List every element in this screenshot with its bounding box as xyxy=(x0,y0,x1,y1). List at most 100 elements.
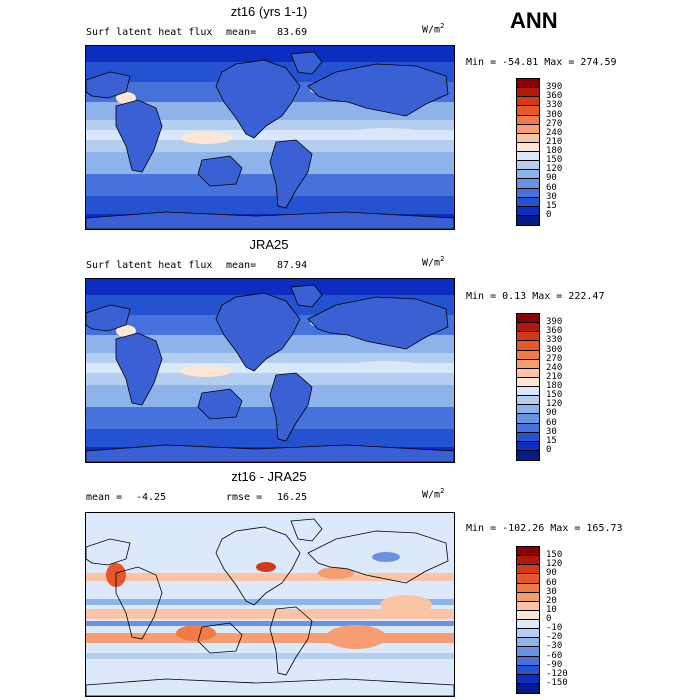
colorbar-box xyxy=(517,350,539,360)
colorbar-tick-label: 90 xyxy=(546,173,557,184)
colorbar-box xyxy=(517,423,539,433)
colorbar-box xyxy=(517,647,539,657)
panel-2-mean-label: mean= xyxy=(226,260,257,271)
colorbar-box xyxy=(517,341,539,351)
map-field-band xyxy=(86,46,454,62)
continent-south-america xyxy=(269,606,313,676)
colorbar-tick-label: -120 xyxy=(546,668,568,679)
colorbar-box xyxy=(517,97,539,107)
panel-1-map-svg xyxy=(86,46,454,229)
colorbar-tick-label: 150 xyxy=(546,550,563,561)
colorbar-box xyxy=(517,665,539,675)
panel-2-units: W/m2 xyxy=(422,255,445,269)
map-anomaly-blob xyxy=(176,625,216,641)
panel-1-map xyxy=(85,45,455,230)
colorbar-box xyxy=(517,620,539,630)
colorbar-tick-label: 15 xyxy=(546,200,557,211)
map-flux-blob xyxy=(180,132,232,144)
panel-2-variable: Surf latent heat flux xyxy=(86,260,213,271)
colorbar-box xyxy=(517,377,539,387)
colorbar-tick-label: 15 xyxy=(546,435,557,446)
map-field-band xyxy=(86,599,454,605)
colorbar-tick-label: 330 xyxy=(546,335,563,346)
continent-eurasia xyxy=(307,296,449,350)
colorbar-tick-label: 390 xyxy=(546,82,563,93)
colorbar-box xyxy=(517,188,539,198)
map-flux-blob xyxy=(116,325,136,337)
colorbar-tick-label: 30 xyxy=(546,426,557,437)
colorbar-box xyxy=(517,133,539,143)
colorbar-box xyxy=(517,368,539,378)
colorbar-box xyxy=(517,656,539,666)
colorbar-tick-label: 60 xyxy=(546,182,557,193)
colorbar-box xyxy=(517,601,539,611)
colorbar-box xyxy=(517,414,539,424)
panel-3-mean-value: -4.25 xyxy=(136,492,167,503)
continent-greenland xyxy=(290,284,323,308)
colorbar-box xyxy=(517,88,539,98)
colorbar-tick-label: 210 xyxy=(546,371,563,382)
map-field-band xyxy=(86,621,454,626)
map-flux-blob xyxy=(346,361,426,373)
colorbar-tick-label: 60 xyxy=(546,417,557,428)
colorbar-tick-label: 90 xyxy=(546,408,557,419)
panel-2-mean-value: 87.94 xyxy=(277,260,308,271)
colorbar-box xyxy=(517,170,539,180)
colorbar-box xyxy=(517,106,539,116)
panel-1-title: zt16 (yrs 1-1) xyxy=(230,4,308,19)
colorbar-tick-label: -30 xyxy=(546,641,563,652)
colorbar-tick-label: 90 xyxy=(546,568,557,579)
continent-africa xyxy=(115,332,163,406)
map-field-band xyxy=(86,633,454,643)
map-field-band xyxy=(86,279,454,295)
map-anomaly-blob xyxy=(318,567,354,579)
colorbar-box xyxy=(517,432,539,442)
map-field-band xyxy=(86,196,454,214)
panel-3-rmse-label: rmse = xyxy=(226,492,263,503)
map-anomaly-blob xyxy=(326,625,386,649)
colorbar-tick-label: 300 xyxy=(546,344,563,355)
colorbar-box xyxy=(517,387,539,397)
season-label: ANN xyxy=(510,8,558,33)
continent-africa xyxy=(115,99,163,173)
panel-2-map xyxy=(85,278,455,463)
map-field-band xyxy=(86,573,454,581)
map-anomaly-blob xyxy=(380,595,432,615)
colorbar-box xyxy=(517,115,539,125)
colorbar-box xyxy=(517,179,539,189)
colorbar-box xyxy=(517,629,539,639)
colorbar-box xyxy=(517,583,539,593)
colorbar-tick-label: 180 xyxy=(546,146,563,156)
continent-antarctica xyxy=(86,211,454,229)
continent-antarctica xyxy=(86,678,454,696)
colorbar-box xyxy=(517,565,539,575)
panel-2-minmax: Min = 0.13 Max = 222.47 xyxy=(466,291,605,302)
map-flux-blob xyxy=(180,365,232,377)
colorbar-tick-label: 360 xyxy=(546,326,563,337)
colorbar-tick-label: 0 xyxy=(546,614,552,624)
colorbar-tick-label: 30 xyxy=(546,586,557,597)
continent-north-america xyxy=(215,292,301,372)
colorbar-box xyxy=(517,574,539,584)
map-field-band xyxy=(86,174,454,196)
map-field-band xyxy=(86,429,454,447)
colorbar-box xyxy=(517,441,539,451)
map-flux-blob xyxy=(116,92,136,104)
panel-1-minmax: Min = -54.81 Max = 274.59 xyxy=(466,57,617,68)
colorbar-tick-label: 20 xyxy=(546,595,557,606)
colorbar-box xyxy=(517,396,539,406)
map-anomaly-blob xyxy=(372,552,400,562)
panel-3-map xyxy=(85,512,455,697)
colorbar-tick-label: 390 xyxy=(546,317,563,328)
colorbar-box xyxy=(517,610,539,620)
colorbar-tick-label: 0 xyxy=(546,209,552,220)
colorbar-tick-label: 330 xyxy=(546,100,563,111)
panel-1-colorbar xyxy=(516,78,540,226)
map-field-band xyxy=(86,609,454,619)
continent-north-america xyxy=(215,59,301,139)
colorbar-box xyxy=(517,314,539,324)
panel-1-mean-label: mean= xyxy=(226,27,257,38)
colorbar-box xyxy=(517,215,539,225)
colorbar-box xyxy=(517,142,539,152)
colorbar-tick-label: 150 xyxy=(546,155,563,166)
